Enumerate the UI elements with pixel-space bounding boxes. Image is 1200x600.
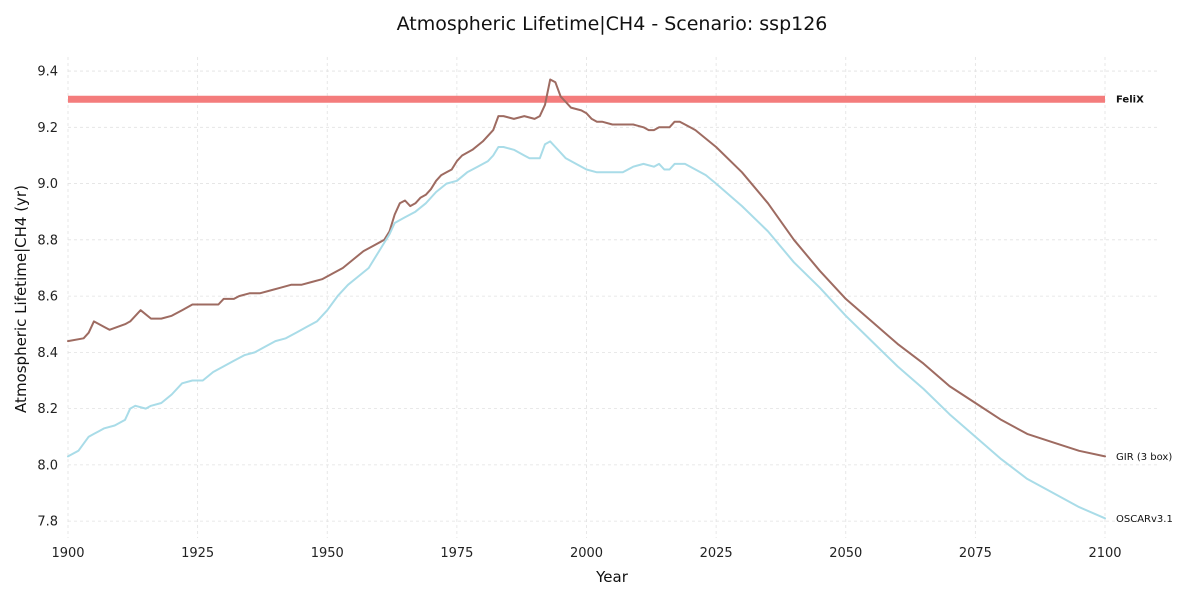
y-axis-title: Atmospheric Lifetime|CH4 (yr)	[12, 185, 30, 413]
gridlines	[67, 57, 1158, 538]
series-line-gir-3-box	[67, 78, 1106, 458]
y-tick-label: 8.4	[37, 346, 58, 361]
x-tick-label: 2025	[700, 546, 733, 561]
series-label-gir-3-box: GIR (3 box)	[1116, 452, 1172, 463]
y-tick-label: 8.8	[37, 233, 58, 248]
y-tick-label: 8.6	[37, 290, 58, 305]
x-tick-label: 1950	[311, 546, 344, 561]
x-tick-label: 1975	[440, 546, 473, 561]
x-tick-label: 2000	[570, 546, 603, 561]
x-tick-label: 1925	[181, 546, 214, 561]
y-tick-label: 7.8	[37, 515, 58, 530]
x-tick-label: 1900	[51, 546, 84, 561]
x-tick-label: 2100	[1088, 546, 1121, 561]
series-labels: FeliX GIR (3 box) OSCARv3.1	[1116, 95, 1173, 525]
tick-labels: 1900 1925 1950 1975 2000 2025 2050 2075 2100 7.8 8…	[37, 65, 1121, 561]
series-label-oscarv3-1: OSCARv3.1	[1116, 514, 1173, 525]
series-lines	[67, 78, 1106, 520]
series-line-oscarv3-1	[67, 140, 1106, 520]
chart-title: Atmospheric Lifetime|CH4 - Scenario: ssp…	[397, 13, 828, 35]
series-label-felix: FeliX	[1116, 95, 1144, 106]
y-tick-label: 8.0	[37, 458, 58, 473]
y-tick-label: 8.2	[37, 402, 58, 417]
y-tick-label: 9.2	[37, 121, 58, 136]
x-tick-label: 2075	[959, 546, 992, 561]
x-tick-label: 2050	[829, 546, 862, 561]
y-tick-label: 9.4	[37, 65, 58, 80]
y-tick-label: 9.0	[37, 177, 58, 192]
x-axis-title: Year	[595, 568, 629, 586]
